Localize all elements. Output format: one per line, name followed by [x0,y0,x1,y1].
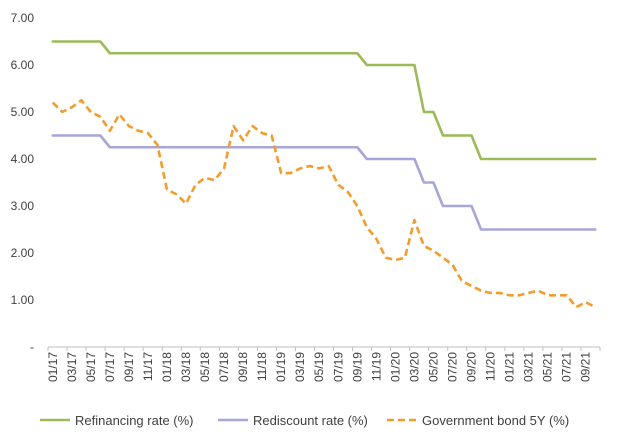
series-lines [51,40,597,309]
series-line-0 [51,40,597,161]
x-tick-label: 07/20 [445,352,459,382]
x-tick-label: 07/21 [560,352,574,382]
x-tick-label: 05/19 [312,352,326,382]
x-tick-label: 05/18 [198,352,212,382]
x-tick-label: 01/17 [46,352,60,382]
x-tick-label: 11/20 [484,352,498,381]
y-tick-label: 7.00 [11,11,35,25]
x-tick-label: 01/21 [503,352,517,382]
legend-label: Refinancing rate (%) [75,413,194,428]
y-tick-label: 4.00 [11,152,35,166]
x-tick-label: 07/19 [331,352,345,382]
x-tick-label: 09/18 [236,352,250,382]
x-tick-label: 11/17 [141,352,155,381]
y-axis-ticks: - 1.00 2.00 3.00 4.00 5.00 6.00 7.00 [11,11,35,354]
series-line-1 [51,134,597,231]
y-tick-label: 5.00 [11,105,35,119]
x-tick-label: 05/21 [541,352,555,382]
x-tick-label: 03/19 [293,352,307,382]
x-tick-label: 07/18 [217,352,231,382]
legend: Refinancing rate (%) Rediscount rate (%) G… [40,413,569,428]
x-tick-label: 01/19 [274,352,288,382]
y-tick-label: 2.00 [11,246,35,260]
y-tick-label: 6.00 [11,58,35,72]
x-tick-label: 01/18 [160,352,174,382]
x-tick-label: 03/17 [65,352,79,382]
x-tick-label: 03/18 [179,352,193,382]
legend-label: Government bond 5Y (%) [422,413,569,428]
y-tick-label: 1.00 [11,293,35,307]
x-tick-label: 01/20 [388,352,402,382]
x-tick-label: 05/17 [84,352,98,382]
x-tick-label: 11/19 [369,352,383,381]
x-tick-label: 11/18 [255,352,269,381]
x-axis-ticks: 01/17 03/17 05/17 07/17 09/17 11/17 01/18 03/18… [46,347,601,382]
x-tick-label: 03/21 [522,352,536,382]
x-tick-label: 07/17 [103,352,117,382]
y-tick-label: - [30,340,34,354]
series-line-2 [51,98,596,309]
y-tick-label: 3.00 [11,199,35,213]
x-tick-label: 09/20 [465,352,479,382]
x-tick-label: 09/19 [350,352,364,382]
x-tick-label: 03/20 [407,352,421,382]
x-tick-label: 09/17 [122,352,136,382]
x-tick-label: 09/21 [579,352,593,382]
legend-label: Rediscount rate (%) [253,413,368,428]
x-tick-label: 05/20 [426,352,440,382]
